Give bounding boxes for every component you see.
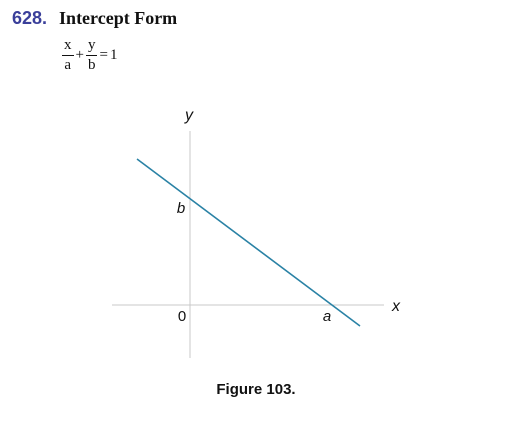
- intercept-line: [136, 158, 361, 327]
- fraction-numerator-y: y: [85, 38, 98, 56]
- item-number: 628.: [12, 8, 48, 28]
- figure-caption: Figure 103.: [216, 381, 296, 398]
- fraction-denominator-b: b: [87, 57, 96, 73]
- y-axis-label: y: [184, 107, 194, 124]
- formula-rhs: 1: [109, 47, 118, 63]
- x-intercept-label: a: [323, 308, 331, 325]
- fraction-x-over-a: x a: [62, 38, 74, 73]
- plus-sign: +: [75, 47, 84, 63]
- fraction-denominator-a: a: [64, 57, 72, 73]
- y-intercept-label: b: [177, 200, 185, 217]
- fraction-numerator-x: x: [62, 38, 74, 56]
- section-heading: 628. Intercept Form: [12, 8, 177, 34]
- equals-sign: =: [99, 47, 108, 63]
- fraction-y-over-b: y b: [85, 38, 98, 73]
- intercept-formula: x a + y b = 1: [62, 38, 117, 73]
- x-axis-label: x: [391, 298, 401, 315]
- origin-label: 0: [178, 308, 186, 325]
- section-title: Intercept Form: [59, 8, 178, 28]
